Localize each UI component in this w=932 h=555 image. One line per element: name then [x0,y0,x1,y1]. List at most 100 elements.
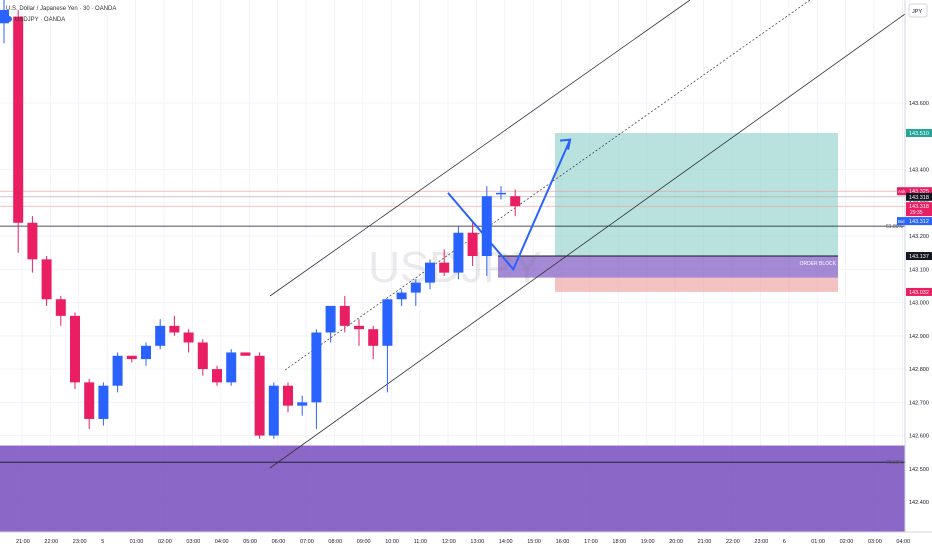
y-tick-label: 143.000 [909,301,929,307]
candle-body [496,192,506,195]
currency-label: JPY [912,9,922,15]
channel-upper [269,0,691,297]
x-tick-label: 22:00 [726,539,740,545]
price-label-bg [906,192,932,201]
x-tick-label: 03:00 [186,539,200,545]
price-label-bg [906,129,932,137]
x-tick-label: 03:00 [868,539,882,545]
candle-body [410,282,421,293]
legend-sub-text: USDJPY · OANDA [15,17,66,23]
candle-body [212,369,222,383]
candle-body [481,196,492,257]
candle-body [183,332,194,343]
y-tick-label: 142.600 [909,434,929,440]
y-tick-label: 142.500 [909,467,929,473]
x-tick-label: 23:00 [754,539,768,545]
x-tick-label: 04:00 [896,539,910,545]
price-label-prefix: Ask [898,189,906,194]
price-label: 143.318 [909,195,929,201]
x-tick-label: 18:00 [612,539,626,545]
projected-arrow-head [560,138,572,150]
x-tick-label: 5 [101,539,104,545]
candle-body [84,382,95,419]
candle-body [467,232,478,257]
candle-body [268,385,279,436]
x-tick-label: 13:00 [470,539,484,545]
candle-body [41,259,52,300]
candle-body [396,292,407,300]
candle-body [453,232,464,273]
legend-status-icon [6,16,12,23]
y-tick-label: 143.400 [909,168,929,174]
price-label: 143.137 [909,254,929,260]
candle-body [382,299,393,346]
price-label-bg [906,202,932,217]
candle-body [368,329,379,346]
x-tick-label: 09:00 [357,539,371,545]
price-label-bg [906,187,932,196]
candle-body [325,305,336,333]
candle-body [339,305,350,326]
x-tick-label: 07:00 [300,539,314,545]
x-tick-label: 08:00 [328,539,342,545]
x-tick-label: 06:00 [272,539,286,545]
x-tick-label: 6 [783,539,786,545]
x-tick-label: 20:00 [669,539,683,545]
order-block-label: ORDER BLOCK [800,261,837,267]
legend-subtitle: USDJPY · OANDA [6,15,116,26]
x-tick-label: 11:00 [414,539,427,545]
x-tick-label: 15:00 [527,539,541,545]
target-box [555,133,838,257]
y-tick-label: 143.200 [909,234,929,240]
candle-body [155,325,166,346]
x-tick-label: 02:00 [840,539,854,545]
candle-body [297,402,308,406]
price-axis-bg [905,0,932,550]
price-label-prefix: Bid [898,219,905,224]
price-label-bg [906,217,932,226]
candle-body [141,345,151,360]
candle-body [13,16,24,223]
price-label: 143.510 [909,131,929,137]
candle-body [240,352,251,356]
price-label: 143.032 [909,290,929,296]
y-tick-label: 143.100 [909,267,929,273]
candle-body [283,385,293,406]
candle-body [311,332,322,403]
candle-body [439,262,450,273]
x-tick-label: 01:00 [811,539,825,545]
chart-legend: U.S. Dollar / Japanese Yen · 30 · OANDA … [6,4,116,26]
candle-body [27,222,38,260]
candle-body [169,325,180,333]
order-block [498,256,838,278]
y-tick-label: 142.700 [909,400,929,406]
candle-body [0,9,9,24]
x-tick-label: 04:00 [215,539,229,545]
x-tick-label: 12:00 [442,539,456,545]
x-tick-label: 21:00 [698,539,712,545]
price-label: 143.318 [909,204,929,210]
candle-body [510,196,521,207]
price-label: 143.312 [909,219,929,225]
y-tick-label: 142.900 [909,334,929,340]
price-label: 143.325 [909,189,929,195]
support-zone [0,445,905,532]
candle-body [112,355,123,386]
projected-path [447,139,572,272]
candle-body [55,299,66,316]
currency-button[interactable] [908,3,928,18]
x-tick-label: 17:00 [584,539,598,545]
x-tick-label: 22:00 [44,539,58,545]
candle-body [354,325,364,330]
candle-body [197,342,208,370]
x-tick-label: 01:00 [130,539,144,545]
x-tick-label: 14:00 [499,539,513,545]
channel-mid [284,0,811,371]
x-tick-label: 05:00 [243,539,257,545]
x-tick-label: 21:00 [16,539,30,545]
candle-body [98,385,109,419]
candle-body [70,315,80,383]
fib-label: 70.50% [886,460,904,466]
